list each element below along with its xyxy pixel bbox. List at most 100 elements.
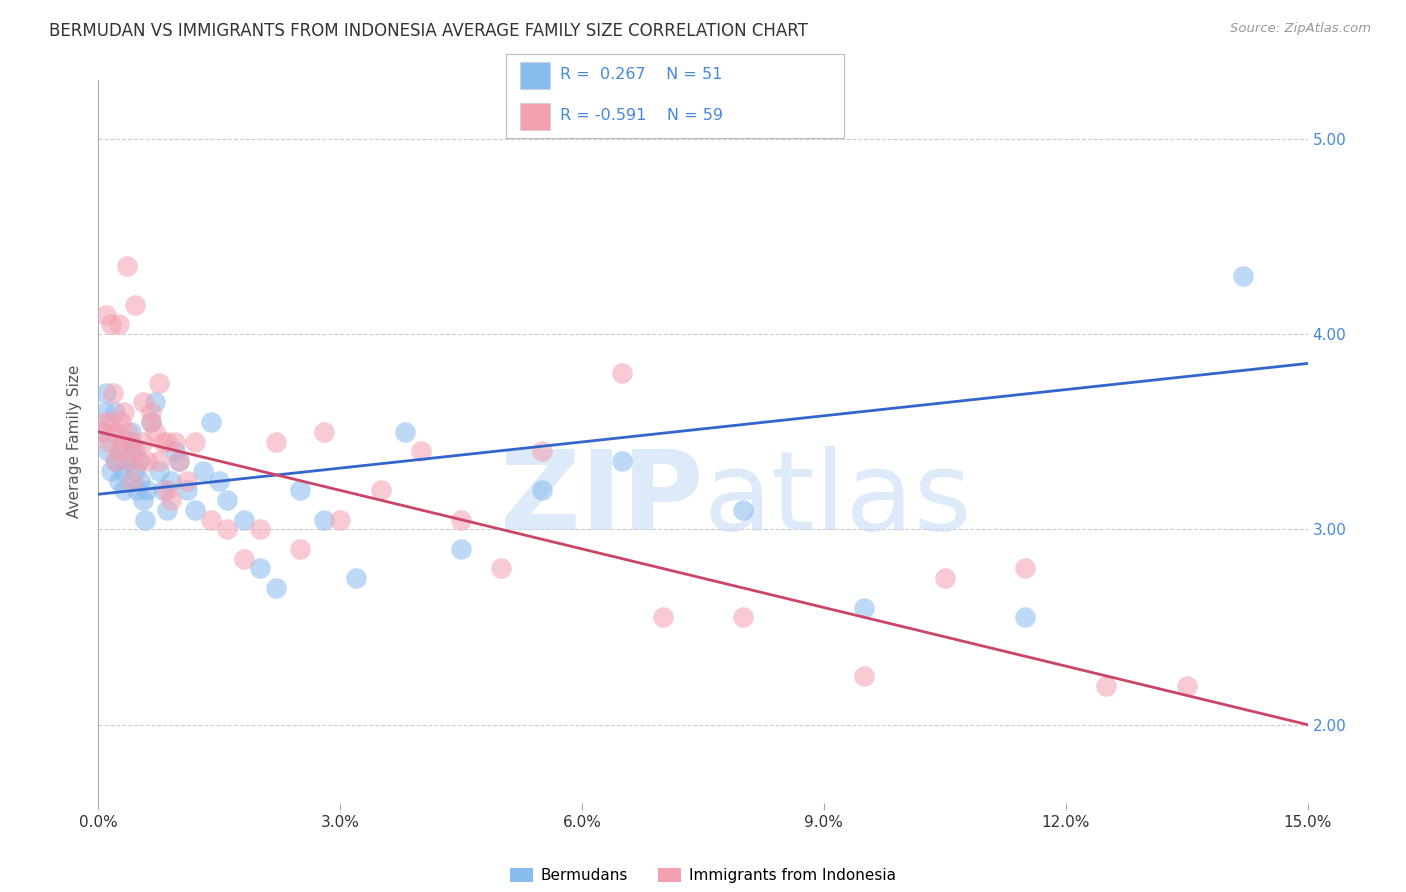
Point xyxy=(156,483,179,498)
Point xyxy=(156,503,179,517)
Point xyxy=(143,425,166,439)
Point xyxy=(1095,679,1118,693)
Point xyxy=(139,405,162,419)
Point xyxy=(107,318,129,332)
Text: Source: ZipAtlas.com: Source: ZipAtlas.com xyxy=(1230,22,1371,36)
Point xyxy=(127,483,149,498)
Point xyxy=(1014,610,1036,624)
Point xyxy=(612,454,634,468)
Point xyxy=(612,366,634,380)
Point xyxy=(450,541,472,556)
Point xyxy=(167,454,190,468)
Point xyxy=(184,503,207,517)
Point xyxy=(121,474,143,488)
Point xyxy=(733,610,755,624)
Point xyxy=(97,444,120,458)
Point xyxy=(217,493,239,508)
Point xyxy=(105,425,128,439)
Text: atlas: atlas xyxy=(703,446,972,553)
Point xyxy=(129,474,152,488)
Point xyxy=(128,454,150,468)
Point xyxy=(111,434,134,449)
Point xyxy=(167,454,190,468)
Point xyxy=(111,464,134,478)
Point xyxy=(118,454,141,468)
Point xyxy=(96,308,118,322)
Point xyxy=(91,425,114,439)
Point xyxy=(120,425,142,439)
Point xyxy=(160,493,183,508)
Point xyxy=(91,425,114,439)
Point xyxy=(264,434,287,449)
Legend: Bermudans, Immigrants from Indonesia: Bermudans, Immigrants from Indonesia xyxy=(503,862,903,889)
Point xyxy=(97,434,120,449)
Point xyxy=(148,464,170,478)
Point xyxy=(409,444,432,458)
Point xyxy=(176,474,198,488)
Text: BERMUDAN VS IMMIGRANTS FROM INDONESIA AVERAGE FAMILY SIZE CORRELATION CHART: BERMUDAN VS IMMIGRANTS FROM INDONESIA AV… xyxy=(49,22,808,40)
Point xyxy=(139,415,162,429)
Point xyxy=(143,395,166,409)
Point xyxy=(163,434,186,449)
Y-axis label: Average Family Size: Average Family Size xyxy=(67,365,83,518)
Point xyxy=(329,513,352,527)
Point xyxy=(853,600,876,615)
Point xyxy=(132,395,155,409)
Point xyxy=(1175,679,1198,693)
Point xyxy=(124,464,146,478)
Point xyxy=(152,483,174,498)
Point xyxy=(163,444,186,458)
FancyBboxPatch shape xyxy=(520,62,550,89)
Point xyxy=(288,541,311,556)
Point xyxy=(249,561,271,575)
Point xyxy=(176,483,198,498)
Point xyxy=(132,493,155,508)
Point xyxy=(217,523,239,537)
Point xyxy=(103,405,125,419)
Point xyxy=(94,405,117,419)
Point xyxy=(121,444,143,458)
Point xyxy=(100,415,122,429)
Point xyxy=(128,454,150,468)
Point xyxy=(135,483,157,498)
Point xyxy=(112,405,135,419)
Point xyxy=(200,513,222,527)
Point xyxy=(132,434,155,449)
Point xyxy=(314,425,336,439)
Point xyxy=(200,415,222,429)
Point xyxy=(148,376,170,390)
Point xyxy=(107,444,129,458)
Point xyxy=(124,444,146,458)
Text: R = -0.591    N = 59: R = -0.591 N = 59 xyxy=(560,108,723,123)
Point xyxy=(394,425,416,439)
Point xyxy=(160,474,183,488)
Point xyxy=(100,464,122,478)
Point xyxy=(115,259,138,273)
Point xyxy=(491,561,513,575)
Point xyxy=(264,581,287,595)
Point xyxy=(853,669,876,683)
Point xyxy=(118,434,141,449)
Point xyxy=(232,513,254,527)
Point xyxy=(1014,561,1036,575)
Text: ZIP: ZIP xyxy=(499,446,703,553)
Point xyxy=(107,474,129,488)
FancyBboxPatch shape xyxy=(520,103,550,130)
Point xyxy=(232,551,254,566)
Point xyxy=(450,513,472,527)
Text: R =  0.267    N = 51: R = 0.267 N = 51 xyxy=(560,67,723,82)
Point xyxy=(184,434,207,449)
Point xyxy=(124,298,146,312)
Point xyxy=(651,610,673,624)
Point xyxy=(110,415,132,429)
Point xyxy=(156,434,179,449)
Point xyxy=(94,415,117,429)
Point xyxy=(96,385,118,400)
Point xyxy=(135,454,157,468)
Point xyxy=(934,571,956,585)
Point xyxy=(152,434,174,449)
Point xyxy=(1232,268,1254,283)
Point xyxy=(105,454,128,468)
Point xyxy=(103,454,125,468)
Point xyxy=(101,425,124,439)
